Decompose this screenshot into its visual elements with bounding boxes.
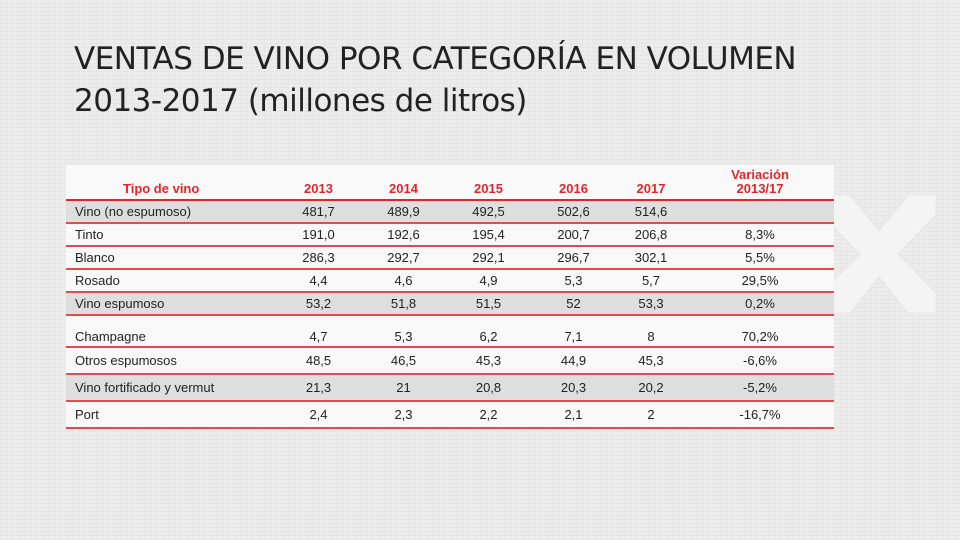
cell-2017: 53,3	[616, 292, 686, 316]
cell-variacion: 5,5%	[686, 246, 834, 270]
row-label: Vino fortificado y vermut	[66, 374, 276, 402]
cell-2017: 5,7	[616, 269, 686, 293]
cell-2015: 4,9	[446, 269, 531, 293]
table-row-vino-no-espumoso: Vino (no espumoso) 481,7 489,9 492,5 502…	[66, 200, 834, 224]
table-row-vino-fortificado: Vino fortificado y vermut 21,3 21 20,8 2…	[66, 374, 834, 402]
header-2013: 2013	[276, 165, 361, 201]
cell-2015: 20,8	[446, 374, 531, 402]
header-2014: 2014	[361, 165, 446, 201]
table-row-otros-espumosos: Otros espumosos 48,5 46,5 45,3 44,9 45,3…	[66, 347, 834, 375]
table-row-blanco: Blanco 286,3 292,7 292,1 296,7 302,1 5,5…	[66, 246, 834, 270]
cell-2015: 51,5	[446, 292, 531, 316]
cell-2017: 20,2	[616, 374, 686, 402]
cell-2014: 21	[361, 374, 446, 402]
cell-2013: 21,3	[276, 374, 361, 402]
cell-variacion: 0,2%	[686, 292, 834, 316]
cell-2016: 7,1	[531, 315, 616, 348]
cell-2017: 514,6	[616, 200, 686, 224]
table-header-row: Tipo de vino 2013 2014 2015 2016 2017 Va…	[66, 165, 834, 201]
cell-2017: 45,3	[616, 347, 686, 375]
cell-2014: 4,6	[361, 269, 446, 293]
cell-2016: 502,6	[531, 200, 616, 224]
header-variacion-line-1: Variación	[731, 167, 789, 182]
cell-2015: 2,2	[446, 401, 531, 429]
cell-2015: 6,2	[446, 315, 531, 348]
header-2015: 2015	[446, 165, 531, 201]
cell-2015: 292,1	[446, 246, 531, 270]
cell-2016: 2,1	[531, 401, 616, 429]
cell-2013: 2,4	[276, 401, 361, 429]
cell-variacion: -6,6%	[686, 347, 834, 375]
cell-2014: 2,3	[361, 401, 446, 429]
cell-variacion: -16,7%	[686, 401, 834, 429]
cell-2014: 192,6	[361, 223, 446, 247]
cell-2013: 191,0	[276, 223, 361, 247]
cell-2015: 492,5	[446, 200, 531, 224]
cell-2014: 46,5	[361, 347, 446, 375]
table-row-vino-espumoso: Vino espumoso 53,2 51,8 51,5 52 53,3 0,2…	[66, 292, 834, 316]
cell-2016: 200,7	[531, 223, 616, 247]
table-row-port: Port 2,4 2,3 2,2 2,1 2 -16,7%	[66, 401, 834, 429]
cell-variacion: 70,2%	[686, 315, 834, 348]
cell-variacion: 29,5%	[686, 269, 834, 293]
cell-2017: 206,8	[616, 223, 686, 247]
cell-2013: 481,7	[276, 200, 361, 224]
cell-2013: 48,5	[276, 347, 361, 375]
header-2016: 2016	[531, 165, 616, 201]
cell-2015: 195,4	[446, 223, 531, 247]
row-label: Rosado	[66, 269, 276, 293]
row-label: Port	[66, 401, 276, 429]
cell-2016: 296,7	[531, 246, 616, 270]
decorative-x-shape	[822, 195, 936, 313]
table-row-champagne: Champagne 4,7 5,3 6,2 7,1 8 70,2%	[66, 315, 834, 348]
slide-title-line-2: 2013-2017 (millones de litros)	[74, 83, 527, 119]
wine-sales-table: Tipo de vino 2013 2014 2015 2016 2017 Va…	[66, 165, 834, 429]
header-2017: 2017	[616, 165, 686, 201]
row-label: Vino (no espumoso)	[66, 200, 276, 224]
cell-2014: 5,3	[361, 315, 446, 348]
cell-2014: 51,8	[361, 292, 446, 316]
cell-2015: 45,3	[446, 347, 531, 375]
cell-variacion: 8,3%	[686, 223, 834, 247]
wine-sales-table-container: Tipo de vino 2013 2014 2015 2016 2017 Va…	[66, 165, 834, 429]
cell-2016: 5,3	[531, 269, 616, 293]
cell-2013: 53,2	[276, 292, 361, 316]
header-tipo-de-vino: Tipo de vino	[66, 165, 276, 201]
cell-2016: 44,9	[531, 347, 616, 375]
row-label: Otros espumosos	[66, 347, 276, 375]
header-variacion: Variación 2013/17	[686, 165, 834, 201]
row-label: Vino espumoso	[66, 292, 276, 316]
cell-2014: 292,7	[361, 246, 446, 270]
cell-2013: 4,7	[276, 315, 361, 348]
slide-title-line-1: VENTAS DE VINO POR CATEGORÍA EN VOLUMEN	[74, 41, 797, 77]
cell-2017: 2	[616, 401, 686, 429]
cell-2017: 302,1	[616, 246, 686, 270]
slide-title: VENTAS DE VINO POR CATEGORÍA EN VOLUMEN …	[74, 38, 894, 122]
header-variacion-line-2: 2013/17	[736, 181, 784, 196]
cell-2016: 52	[531, 292, 616, 316]
cell-2017: 8	[616, 315, 686, 348]
row-label: Blanco	[66, 246, 276, 270]
cell-variacion: -5,2%	[686, 374, 834, 402]
cell-2016: 20,3	[531, 374, 616, 402]
table-row-rosado: Rosado 4,4 4,6 4,9 5,3 5,7 29,5%	[66, 269, 834, 293]
cell-2013: 4,4	[276, 269, 361, 293]
cell-2014: 489,9	[361, 200, 446, 224]
row-label: Champagne	[66, 315, 276, 348]
row-label: Tinto	[66, 223, 276, 247]
cell-2013: 286,3	[276, 246, 361, 270]
cell-variacion	[686, 200, 834, 224]
table-row-tinto: Tinto 191,0 192,6 195,4 200,7 206,8 8,3%	[66, 223, 834, 247]
